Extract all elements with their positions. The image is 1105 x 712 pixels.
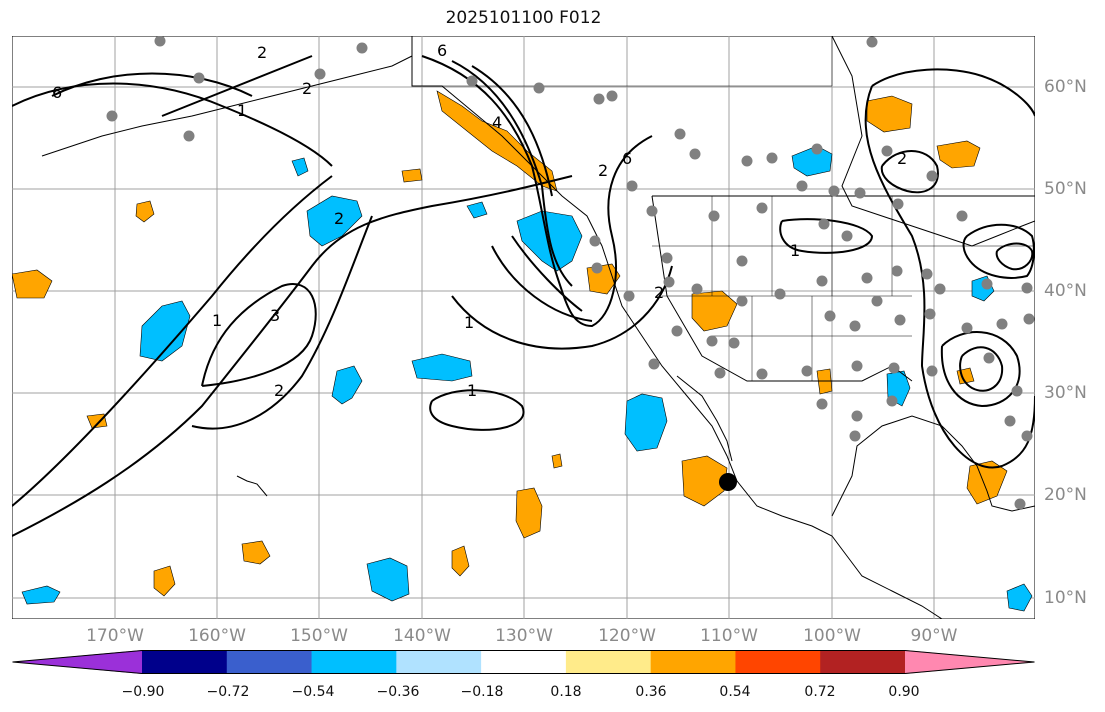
colorbar-tick-label: −0.90 [121, 684, 165, 700]
lon-label: 150°W [290, 626, 348, 646]
lon-label: 170°W [86, 626, 144, 646]
location-marker [719, 473, 737, 491]
colorbar-tick-label: 0.18 [550, 684, 582, 700]
height-contours [12, 55, 1035, 537]
colorbar-segment [226, 650, 313, 674]
lon-label: 140°W [393, 626, 451, 646]
contour-label: 1 [212, 311, 222, 330]
colorbar-segment [142, 650, 228, 674]
colorbar-tick-label: 0.72 [804, 684, 836, 700]
lat-label: 60°N [1044, 77, 1087, 97]
contour-label: 2 [334, 209, 344, 228]
colorbar-tick-label: 0.36 [635, 684, 667, 700]
colorbar-segment [481, 650, 567, 674]
colorbar-tick-label: −0.36 [376, 684, 420, 700]
contour-label: 2 [274, 381, 284, 400]
lon-label: 130°W [495, 626, 553, 646]
contour-label: 2 [897, 149, 907, 168]
lat-label: 10°N [1044, 588, 1087, 608]
contour-label: 1 [790, 241, 800, 260]
shaded-anomalies [12, 90, 1033, 612]
colorbar-segment [396, 650, 482, 674]
colorbar-tick-label: 0.54 [719, 684, 751, 700]
contour-label: 6 [52, 83, 62, 102]
lon-label: 110°W [700, 626, 758, 646]
lat-label: 50°N [1044, 179, 1087, 199]
contour-labels: 6 2 6 1 2 2 6 4 3 1 2 2 1 2 1 2 1 [52, 41, 907, 400]
contour-label: 1 [464, 313, 474, 332]
contour-label: 4 [492, 113, 502, 132]
colorbar-segment [650, 650, 736, 674]
contour-label: 2 [257, 43, 267, 62]
colorbar [12, 650, 1035, 674]
colorbar-tick-label: −0.72 [206, 684, 250, 700]
contour-label: 6 [622, 149, 632, 168]
weather-map: 6 2 6 1 2 2 6 4 3 1 2 2 1 2 1 2 1 [12, 36, 1035, 619]
colorbar-segment [735, 650, 821, 674]
colorbar-tick-label: −0.54 [291, 684, 335, 700]
contour-label: 1 [467, 381, 477, 400]
contour-label: 2 [598, 161, 608, 180]
colorbar-outline [12, 650, 1035, 674]
contour-label: 1 [237, 101, 247, 120]
colorbar-tick-label: 0.90 [888, 684, 920, 700]
contour-label: 2 [302, 79, 312, 98]
colorbar-segment [565, 650, 652, 674]
colorbar-extend-high [905, 650, 1035, 674]
lon-label: 100°W [803, 626, 861, 646]
colorbar-extend-low [12, 650, 142, 674]
lat-label: 30°N [1044, 383, 1087, 403]
coastlines [41, 36, 1035, 619]
lon-label: 120°W [598, 626, 656, 646]
contour-label: 3 [270, 306, 280, 325]
colorbar-tick-label: −0.18 [460, 684, 504, 700]
lon-label: 160°W [188, 626, 246, 646]
colorbar-segment [820, 650, 906, 674]
lon-label: 90°W [910, 626, 958, 646]
lat-label: 20°N [1044, 485, 1087, 505]
lat-label: 40°N [1044, 281, 1087, 301]
map-title: 2025101100 F012 [445, 8, 602, 28]
colorbar-segment [311, 650, 397, 674]
contour-label: 6 [437, 41, 447, 60]
contour-label: 2 [654, 283, 664, 302]
station-markers [106, 36, 1035, 510]
